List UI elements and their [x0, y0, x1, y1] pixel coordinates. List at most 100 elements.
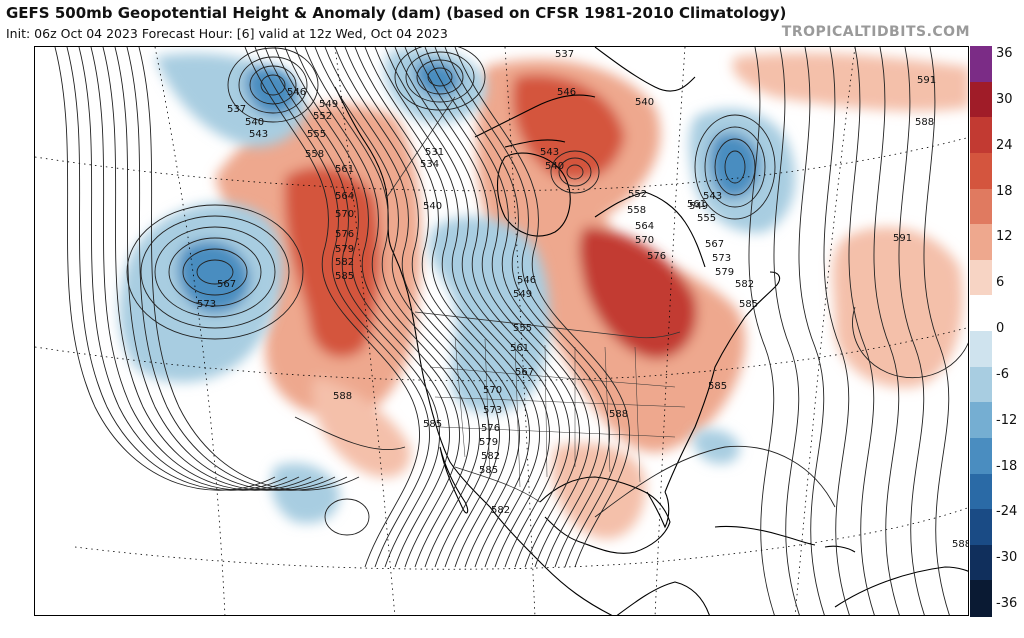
contour-label: 549: [513, 289, 532, 300]
height-contour: [294, 416, 406, 451]
coast-florida: [646, 491, 670, 529]
colorbar-segment: [970, 509, 992, 546]
contour-label: 570: [635, 235, 654, 246]
height-contour: [66, 47, 288, 491]
contour-label: 585: [423, 419, 442, 430]
contour-label: 564: [635, 221, 654, 232]
height-contour: [54, 47, 276, 491]
height-contour: [773, 47, 800, 615]
height-contour: [344, 47, 521, 568]
contour-label: 534: [420, 159, 439, 170]
height-contour: [724, 150, 746, 184]
coast-baja: [439, 446, 469, 514]
border-alaska-canada: [386, 96, 456, 198]
colorbar-segment: [970, 152, 992, 189]
contour-label: 570: [335, 209, 354, 220]
contour-label: 576: [481, 423, 500, 434]
height-contour: [923, 47, 950, 615]
contour-label: 543: [249, 129, 268, 140]
watermark-label: TROPICALTIDBITS.COM: [781, 24, 970, 40]
colorbar-tick-label: -24: [996, 504, 1018, 520]
contour-label: 588: [915, 117, 934, 128]
anomaly-positive-hudson-mid: [512, 74, 625, 181]
anomaly-colorbar: [970, 46, 992, 617]
height-contour: [852, 306, 968, 379]
contour-label: 573: [197, 299, 216, 310]
colorbar-tick-label: -12: [996, 412, 1018, 428]
colorbar-segment: [970, 46, 992, 83]
contour-label: 546: [287, 87, 306, 98]
contour-label: 582: [335, 257, 354, 268]
contour-label: 573: [483, 405, 502, 416]
anomaly-positive-gulf: [552, 443, 646, 539]
colorbar-tick-label: 30: [996, 91, 1013, 107]
height-contour: [274, 47, 451, 568]
contour-label: 561: [510, 343, 529, 354]
height-contour: [168, 237, 262, 307]
anomaly-negative-caribbean: [693, 429, 740, 464]
height-contour: [404, 47, 581, 568]
contour-label: 543: [703, 191, 722, 202]
colorbar-tick-label: 18: [996, 183, 1013, 199]
height-contour: [823, 47, 850, 615]
height-contour: [444, 47, 621, 568]
height-contour: [126, 204, 304, 340]
coast-central-america: [616, 581, 710, 615]
contour-label: 585: [335, 271, 354, 282]
coast-cuba: [714, 525, 816, 546]
contour-label: 546: [517, 275, 536, 286]
colorbar-segment: [970, 544, 992, 581]
height-contour: [238, 56, 308, 114]
colorbar-segment: [970, 473, 992, 510]
border-us-mexico: [454, 466, 541, 503]
height-contour: [454, 47, 631, 568]
contour-label: 588: [952, 539, 969, 550]
anomaly-negative-gulf-of-alaska-core: [177, 241, 250, 313]
contour-label: 540: [245, 117, 264, 128]
contour-label: 561: [335, 164, 354, 175]
coast-gulf-of-mexico: [539, 476, 671, 554]
height-contour: [550, 150, 600, 194]
contour-label: 579: [479, 437, 498, 448]
coast-south-america: [834, 566, 968, 608]
contour-label: 561: [687, 199, 706, 210]
height-contour: [138, 47, 360, 491]
anomaly-positive-sw-plains: [312, 377, 411, 478]
height-contour: [260, 74, 286, 96]
colorbar-tick-label: -36: [996, 596, 1018, 611]
height-contour: [314, 47, 491, 568]
height-contour: [414, 47, 591, 568]
contour-label: 558: [305, 149, 324, 160]
contour-label: 567: [705, 239, 724, 250]
coast-greenland: [594, 47, 696, 92]
height-contour: [848, 47, 875, 615]
height-contour: [102, 47, 324, 491]
contour-label: 567: [515, 367, 534, 378]
height-contour: [434, 47, 611, 568]
colorbar-segment: [970, 81, 992, 118]
height-contour: [304, 47, 481, 568]
colorbar-segment: [970, 295, 992, 332]
height-contour: [126, 47, 348, 491]
colorbar-segment: [970, 580, 992, 617]
contour-label: 588: [333, 391, 352, 402]
contour-label: 555: [307, 129, 326, 140]
contour-label: 555: [697, 213, 716, 224]
contour-label: 576: [647, 251, 666, 262]
colorbar-tick-label: 12: [996, 229, 1013, 245]
contour-label: 585: [739, 299, 758, 310]
colorbar-segment: [970, 366, 992, 403]
height-contour: [249, 65, 297, 105]
contour-label: 549: [319, 99, 338, 110]
height-contour: [424, 47, 601, 568]
coast-east-us: [664, 316, 746, 493]
contour-label: 564: [335, 191, 354, 202]
contour-label: 552: [313, 111, 332, 122]
contour-label: 582: [491, 505, 510, 516]
anomaly-negative-baja: [271, 463, 340, 524]
positive-anomaly-layer: [215, 52, 968, 539]
colorbar-tick-label: 24: [996, 137, 1013, 153]
chart-subtitle: Init: 06z Oct 04 2023 Forecast Hour: [6]…: [6, 26, 448, 41]
contour-label: 555: [513, 323, 532, 334]
height-contour: [898, 47, 925, 615]
